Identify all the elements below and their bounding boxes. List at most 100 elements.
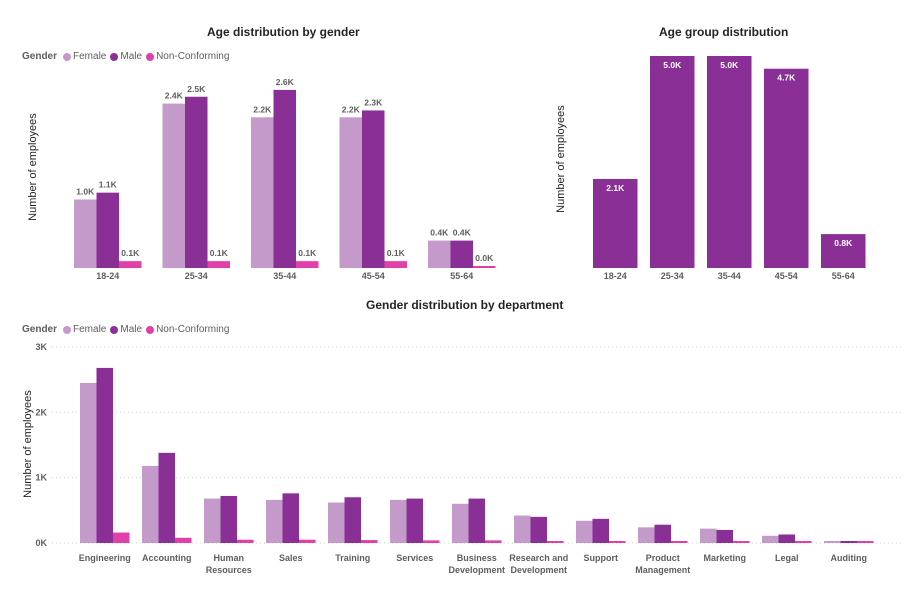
data-label: 1.0K bbox=[76, 187, 95, 197]
bar-male-45-54 bbox=[362, 110, 385, 268]
bar-female-product-management bbox=[638, 527, 655, 543]
bar-female-sales bbox=[266, 499, 283, 543]
nonconforming-dot-icon bbox=[146, 325, 155, 334]
bar-non-conforming-support bbox=[609, 541, 626, 543]
data-label: 0.1K bbox=[210, 248, 229, 258]
data-label: 1.1K bbox=[99, 180, 118, 190]
bar-male-services bbox=[406, 498, 423, 543]
bar-non-conforming-auditing bbox=[857, 541, 874, 543]
bar-non-conforming-services bbox=[423, 540, 440, 543]
x-tick-label: Accounting bbox=[142, 553, 192, 563]
data-label: 0.8K bbox=[834, 238, 853, 248]
x-tick-label: 45-54 bbox=[362, 271, 385, 281]
data-label: 5.0K bbox=[663, 60, 682, 70]
legend-item-female[interactable]: Female bbox=[63, 51, 106, 62]
bar-female-services bbox=[390, 499, 407, 543]
female-dot-icon bbox=[63, 325, 72, 334]
x-tick-label: 18-24 bbox=[96, 271, 119, 281]
x-tick-label: Development bbox=[448, 565, 505, 575]
bar-female-55-64 bbox=[428, 240, 451, 268]
bar-male-engineering bbox=[96, 367, 113, 543]
legend-title: Gender bbox=[22, 51, 58, 62]
bar-non-conforming-training bbox=[361, 540, 378, 543]
bar-non-conforming-engineering bbox=[113, 532, 130, 543]
bar-non-conforming-accounting bbox=[175, 537, 192, 543]
legend-item-male[interactable]: Male bbox=[110, 51, 142, 62]
bar-total-18-24 bbox=[593, 178, 638, 268]
bar-male-human-resources bbox=[220, 495, 237, 543]
data-label: 2.6K bbox=[276, 77, 295, 87]
data-label: 0.1K bbox=[121, 248, 140, 258]
bar-female-support bbox=[576, 520, 593, 543]
data-label: 5.0K bbox=[720, 60, 739, 70]
x-tick-label: Human bbox=[213, 553, 244, 563]
bar-female-auditing bbox=[824, 541, 841, 543]
bar-male-business-development bbox=[468, 498, 485, 543]
bar-male-18-24 bbox=[96, 192, 119, 268]
bar-non-conforming-18-24 bbox=[119, 261, 142, 268]
bar-non-conforming-legal bbox=[795, 541, 812, 543]
male-dot-icon bbox=[110, 325, 119, 334]
x-tick-label: Marketing bbox=[703, 553, 746, 563]
x-tick-label: Services bbox=[396, 553, 433, 563]
male-dot-icon bbox=[110, 52, 119, 61]
nonconforming-dot-icon bbox=[146, 52, 155, 61]
bar-non-conforming-45-54 bbox=[384, 261, 407, 268]
x-tick-label: 55-64 bbox=[832, 271, 855, 281]
bar-female-marketing bbox=[700, 528, 717, 543]
x-tick-label: Sales bbox=[279, 553, 303, 563]
data-label: 0.1K bbox=[298, 248, 317, 258]
bar-male-research-and-development bbox=[530, 516, 547, 543]
bar-non-conforming-human-resources bbox=[237, 539, 254, 543]
x-tick-label: 45-54 bbox=[775, 271, 798, 281]
x-tick-label: 18-24 bbox=[604, 271, 627, 281]
bar-non-conforming-research-and-development bbox=[547, 541, 564, 543]
data-label: 2.3K bbox=[364, 97, 383, 107]
bar-male-auditing bbox=[840, 541, 857, 543]
bar-female-engineering bbox=[80, 382, 97, 543]
legend-item-nonconforming[interactable]: Non-Conforming bbox=[146, 51, 229, 62]
chart1-title: Age distribution by gender bbox=[207, 25, 360, 39]
data-label: 2.1K bbox=[606, 183, 625, 193]
legend-item-female[interactable]: Female bbox=[63, 324, 106, 335]
data-label: 0.0K bbox=[475, 253, 494, 263]
data-label: 2.5K bbox=[187, 84, 206, 94]
data-label: 0.1K bbox=[387, 248, 406, 258]
x-tick-label: Training bbox=[335, 553, 370, 563]
bar-female-legal bbox=[762, 535, 779, 543]
bar-female-training bbox=[328, 502, 345, 543]
x-tick-label: Business bbox=[457, 553, 497, 563]
bar-non-conforming-sales bbox=[299, 539, 316, 543]
bar-male-product-management bbox=[654, 524, 671, 543]
bar-total-45-54 bbox=[764, 68, 809, 268]
chart1-legend: Gender Female Male Non-Conforming bbox=[22, 51, 229, 62]
x-tick-label: 25-34 bbox=[185, 271, 208, 281]
bar-female-human-resources bbox=[204, 498, 221, 543]
data-label: 2.2K bbox=[342, 104, 361, 114]
y-tick-label: 0K bbox=[35, 538, 47, 548]
chart2-title: Age group distribution bbox=[659, 25, 789, 39]
bar-male-legal bbox=[778, 534, 795, 543]
bar-non-conforming-35-44 bbox=[296, 261, 319, 268]
x-tick-label: Auditing bbox=[831, 553, 868, 563]
bar-non-conforming-25-34 bbox=[207, 261, 230, 268]
legend-item-male[interactable]: Male bbox=[110, 324, 142, 335]
bar-male-35-44 bbox=[273, 89, 296, 269]
bar-female-35-44 bbox=[251, 117, 274, 268]
data-label: 4.7K bbox=[777, 73, 796, 83]
data-label: 0.4K bbox=[453, 228, 472, 238]
legend-item-nonconforming[interactable]: Non-Conforming bbox=[146, 324, 229, 335]
bar-total-55-64 bbox=[821, 234, 866, 268]
data-label: 0.4K bbox=[430, 228, 449, 238]
bar-male-sales bbox=[282, 493, 299, 543]
chart3-title: Gender distribution by department bbox=[366, 298, 564, 312]
female-dot-icon bbox=[63, 52, 72, 61]
bar-non-conforming-marketing bbox=[733, 541, 750, 543]
bar-total-25-34 bbox=[650, 56, 695, 268]
x-tick-label: 35-44 bbox=[273, 271, 296, 281]
bar-male-training bbox=[344, 497, 361, 543]
x-tick-label: Resources bbox=[206, 565, 252, 575]
bar-female-25-34 bbox=[162, 103, 185, 268]
